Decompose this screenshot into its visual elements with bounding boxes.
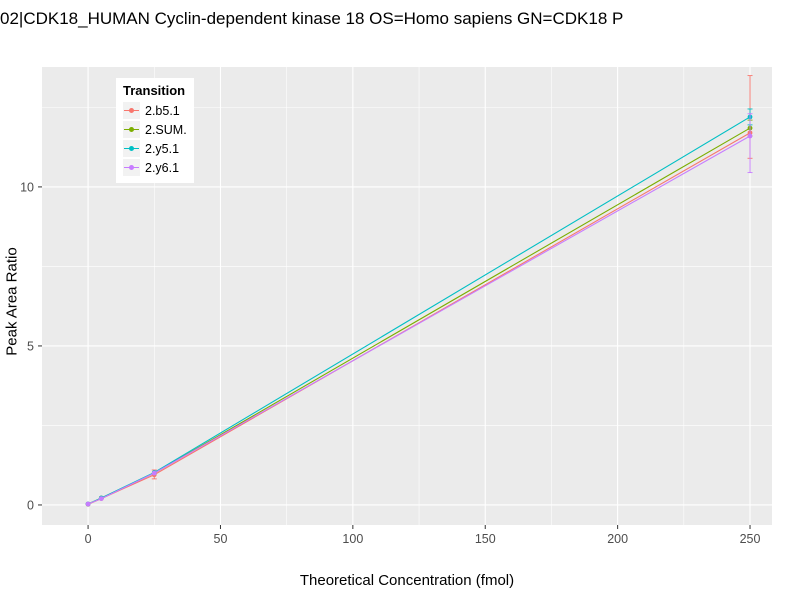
legend-title: Transition — [123, 83, 186, 98]
axis-ticks: 0 50 100 150 200 250 0 5 10 — [20, 180, 760, 546]
x-tick-label: 100 — [342, 532, 363, 546]
legend-label: 2.SUM. — [145, 122, 187, 137]
x-tick-label: 0 — [85, 532, 92, 546]
x-tick-label: 150 — [475, 532, 496, 546]
legend-label: 2.y6.1 — [145, 160, 180, 175]
legend-key-icon — [123, 102, 140, 119]
series-2.y6.1 — [85, 113, 753, 507]
y-tick-label: 0 — [27, 498, 34, 512]
chart-title: 02|CDK18_HUMAN Cyclin-dependent kinase 1… — [0, 9, 624, 28]
legend-label: 2.b5.1 — [145, 103, 180, 118]
major-gridlines — [42, 67, 772, 525]
legend-key-icon — [123, 159, 140, 176]
y-tick-label: 5 — [27, 339, 34, 353]
y-axis-label: Peak Area Ratio — [3, 247, 21, 356]
legend-items: 2.b5.1 2.SUM. 2.y5.1 2.y6.1 — [123, 101, 187, 177]
y-tick-label: 10 — [20, 180, 34, 194]
legend-item: 2.b5.1 — [123, 101, 187, 120]
x-tick-label: 200 — [607, 532, 628, 546]
legend-item: 2.y5.1 — [123, 139, 187, 158]
x-tick-label: 250 — [740, 532, 761, 546]
legend-key-icon — [123, 121, 140, 138]
x-axis-label: Theoretical Concentration (fmol) — [299, 572, 515, 589]
legend: Transition 2.b5.1 2.SUM. 2.y5.1 2.y6.1 — [116, 78, 194, 183]
x-tick-label: 50 — [214, 532, 228, 546]
legend-label: 2.y5.1 — [145, 141, 180, 156]
legend-key-icon — [123, 140, 140, 157]
legend-item: 2.y6.1 — [123, 158, 187, 177]
legend-item: 2.SUM. — [123, 120, 187, 139]
